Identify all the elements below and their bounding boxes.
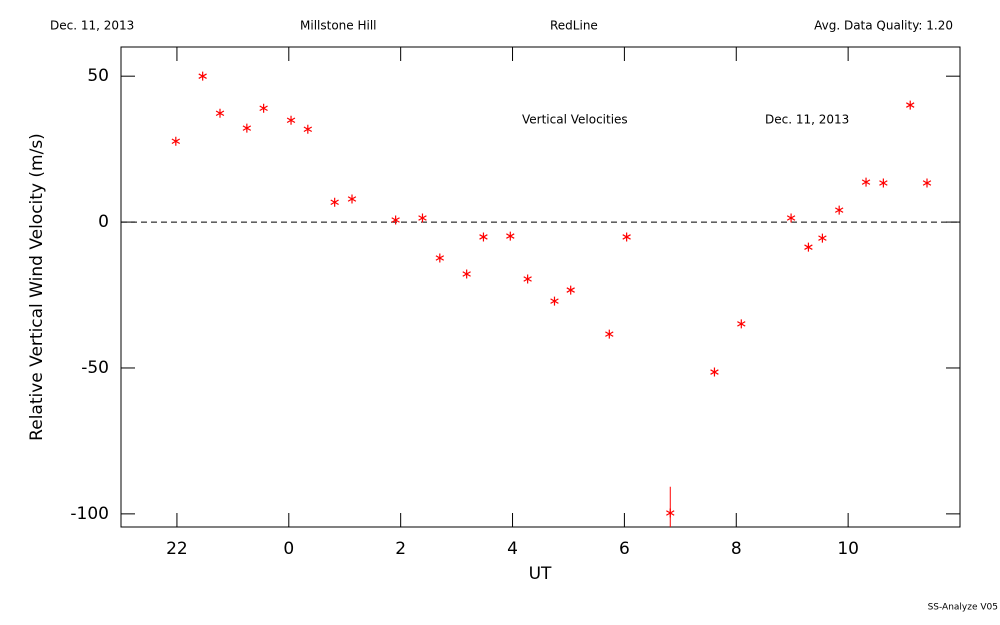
y-tick-label: 50 [87, 66, 109, 86]
marker [391, 215, 400, 225]
marker [737, 319, 746, 329]
y-tick-label: 0 [98, 212, 109, 232]
marker [786, 213, 796, 223]
marker [922, 178, 932, 188]
marker [418, 213, 427, 223]
marker [435, 253, 445, 263]
marker [215, 108, 225, 118]
x-axis-label: UT [529, 564, 552, 584]
marker [506, 231, 515, 241]
header-line: RedLine [550, 19, 598, 33]
marker [879, 178, 888, 188]
marker [259, 103, 268, 113]
marker [710, 367, 719, 377]
marker [242, 123, 252, 133]
x-tick-label: 6 [619, 539, 630, 559]
marker [550, 296, 559, 306]
marker [804, 242, 813, 252]
marker [834, 205, 844, 215]
x-tick-label: 8 [731, 539, 742, 559]
footer: SS-Analyze V05 [928, 603, 998, 613]
marker [666, 508, 675, 518]
marker [523, 274, 532, 284]
header-quality: Avg. Data Quality: 1.20 [814, 19, 953, 33]
x-tick-label: 4 [507, 539, 518, 559]
y-tick-label: -100 [70, 504, 109, 524]
header-date: Dec. 11, 2013 [50, 19, 134, 33]
annotation: Dec. 11, 2013 [765, 113, 849, 127]
marker [861, 177, 871, 187]
y-tick-label: -50 [81, 358, 109, 378]
x-tick-label: 2 [395, 539, 406, 559]
marker [566, 285, 575, 295]
marker [906, 100, 915, 110]
x-tick-label: 10 [837, 539, 859, 559]
header-site: Millstone Hill [300, 19, 376, 33]
marker [330, 197, 339, 207]
marker [818, 233, 827, 243]
x-tick-label: 22 [166, 539, 188, 559]
marker [479, 232, 488, 242]
marker [286, 115, 296, 125]
annotation: Vertical Velocities [522, 113, 628, 127]
marker [198, 71, 207, 81]
y-axis-label: Relative Vertical Wind Velocity (m/s) [27, 133, 47, 441]
marker [605, 329, 614, 339]
x-tick-label: 0 [283, 539, 294, 559]
marker [171, 136, 181, 146]
plot-frame [120, 46, 961, 528]
marker [303, 124, 313, 134]
marker [347, 194, 357, 204]
marker [622, 232, 631, 242]
marker [462, 269, 471, 279]
